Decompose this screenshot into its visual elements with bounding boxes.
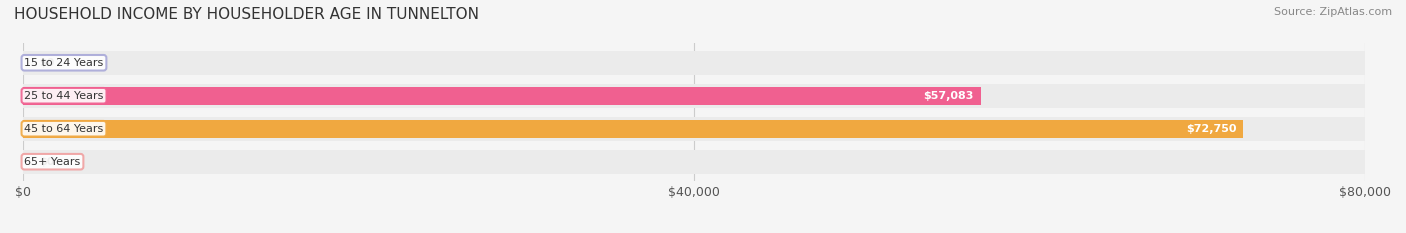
Bar <box>22 120 1243 138</box>
Bar <box>22 87 980 105</box>
Bar <box>22 150 1365 174</box>
Text: $57,083: $57,083 <box>924 91 974 101</box>
Text: HOUSEHOLD INCOME BY HOUSEHOLDER AGE IN TUNNELTON: HOUSEHOLD INCOME BY HOUSEHOLDER AGE IN T… <box>14 7 479 22</box>
Text: 15 to 24 Years: 15 to 24 Years <box>24 58 104 68</box>
Text: 65+ Years: 65+ Years <box>24 157 80 167</box>
Bar <box>22 117 1365 141</box>
Text: $0: $0 <box>39 157 55 167</box>
Bar <box>22 51 1365 75</box>
Text: 25 to 44 Years: 25 to 44 Years <box>24 91 104 101</box>
Bar <box>22 84 1365 108</box>
Text: $0: $0 <box>39 58 55 68</box>
Text: Source: ZipAtlas.com: Source: ZipAtlas.com <box>1274 7 1392 17</box>
Text: 45 to 64 Years: 45 to 64 Years <box>24 124 104 134</box>
Text: $72,750: $72,750 <box>1187 124 1237 134</box>
